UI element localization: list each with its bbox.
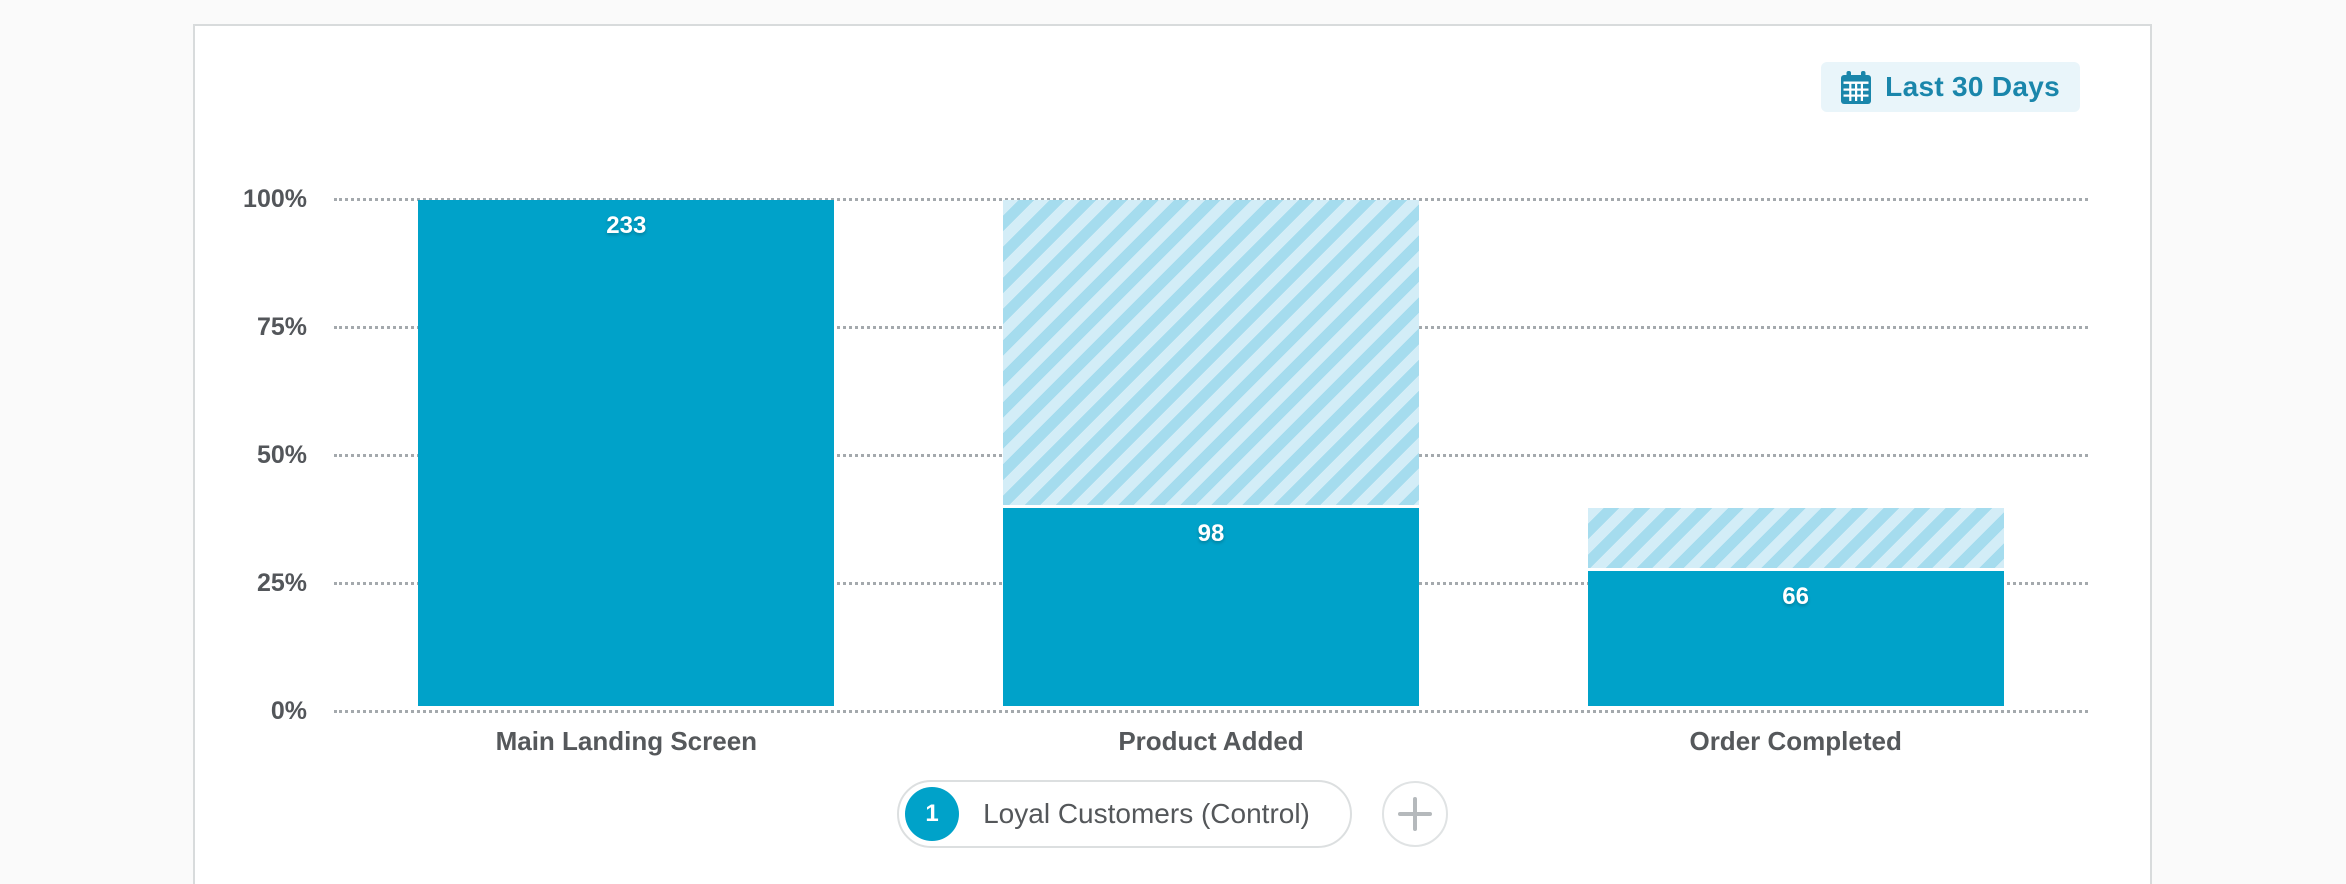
- gridline-0%: 0%: [271, 697, 2088, 725]
- converted-solid-segment[interactable]: 98: [1003, 508, 1419, 706]
- legend-item-label: Loyal Customers (Control): [983, 798, 1310, 829]
- bar-value-label: 233: [606, 212, 647, 239]
- funnel-step-3: 66: [1587, 200, 2004, 706]
- y-axis-tick-label: 100%: [243, 185, 307, 214]
- plus-icon: [1397, 797, 1432, 831]
- gridline-100%: 100%: [243, 185, 2088, 213]
- legend: 1 Loyal Customers (Control): [195, 780, 2150, 848]
- date-range-filter[interactable]: Last 30 Days: [1821, 62, 2080, 112]
- drop-off-striped-segment[interactable]: [1003, 200, 1419, 506]
- bar-value-label: 98: [1197, 520, 1225, 548]
- legend-item-loyal-customers-control[interactable]: 1 Loyal Customers (Control): [897, 780, 1352, 848]
- converted-solid-segment[interactable]: 66: [1587, 571, 2004, 706]
- funnel-step-1: 233: [418, 200, 835, 706]
- date-range-label: Last 30 Days: [1885, 71, 2060, 102]
- x-axis-labels: Main Landing Screen Product Added Order Co…: [334, 726, 2088, 766]
- converted-solid-segment[interactable]: 233: [418, 200, 835, 706]
- series-index-badge: 1: [905, 787, 960, 841]
- x-axis-label-step-2: Product Added: [1118, 726, 1304, 756]
- drop-off-striped-segment[interactable]: [1587, 508, 2004, 569]
- funnel-step-2: 98: [1003, 200, 1419, 706]
- bar-value-label: 66: [1782, 583, 1809, 611]
- funnel-chart-plot-area: 100% 75% 50% 25% 0% 233 98 66: [243, 185, 2088, 725]
- bar-area: 233 98 66: [334, 200, 2088, 706]
- funnel-report-panel: Last 30 Days 100% 75% 50% 25% 0% 233 98 66 Main…: [193, 24, 2152, 884]
- x-axis-label-step-3: Order Completed: [1689, 726, 1902, 756]
- y-axis-tick-label: 50%: [256, 441, 307, 470]
- y-axis-tick-label: 0%: [270, 697, 307, 726]
- calendar-icon: [1841, 70, 1872, 104]
- y-axis-tick-label: 25%: [256, 569, 307, 598]
- x-axis-label-step-1: Main Landing Screen: [495, 726, 758, 756]
- y-axis-tick-label: 75%: [256, 313, 307, 342]
- add-series-button[interactable]: [1381, 781, 1448, 847]
